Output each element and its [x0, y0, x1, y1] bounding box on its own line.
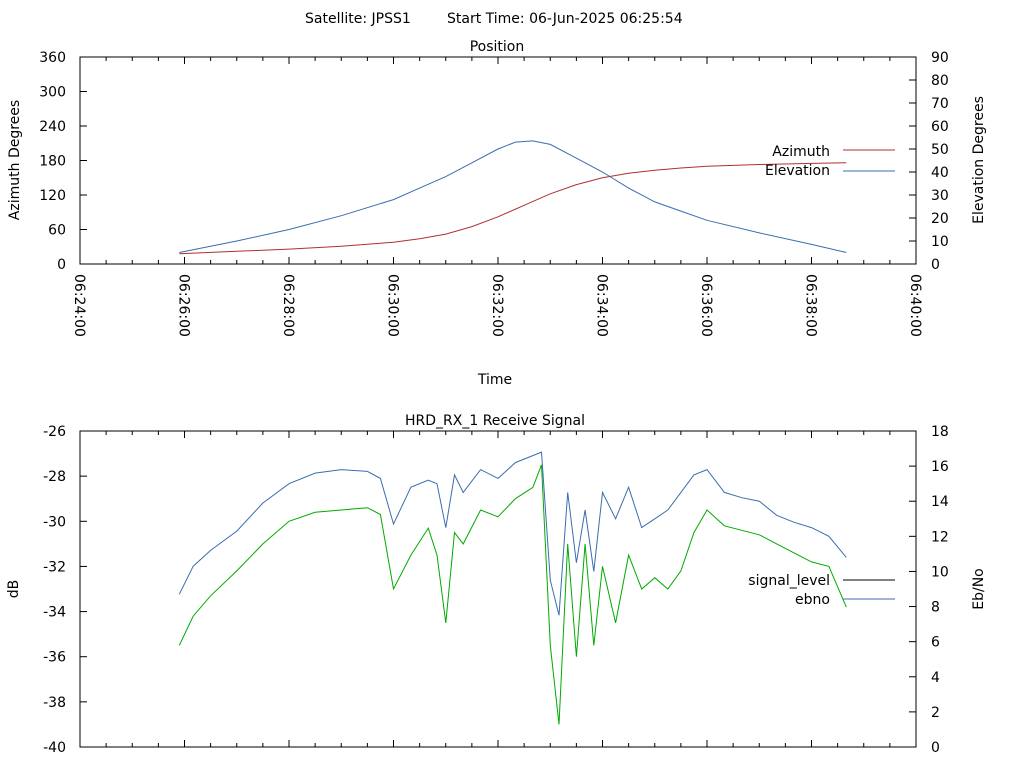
ebno-line — [178, 451, 847, 616]
position-x-tick-label: 06:30:00 — [385, 274, 401, 337]
position-y2-tick-label: 90 — [931, 50, 949, 66]
position-y-tick-label: 360 — [39, 50, 66, 66]
position-x-tick-label: 06:40:00 — [907, 274, 923, 337]
elevation-line — [179, 140, 847, 253]
position-x-tick-label: 06:26:00 — [176, 274, 192, 337]
position-y2-axis-label: Elevation Degrees — [971, 96, 987, 224]
position-x-tick-labels: 06:24:00 06:26:00 06:28:00 06:30:00 06:32:00… — [71, 274, 923, 337]
position-y2-tick-label: 50 — [931, 142, 949, 158]
position-y-tick-label: 0 — [57, 257, 66, 273]
legend-azimuth-label: Azimuth — [772, 144, 830, 160]
position-legend: Azimuth Elevation — [765, 144, 895, 179]
position-y2-tick-label: 70 — [931, 96, 949, 112]
position-y-tick-label: 60 — [48, 223, 66, 239]
position-x-tick-label: 06:38:00 — [803, 274, 819, 337]
position-title: Position — [470, 39, 525, 55]
position-plot-border — [79, 56, 917, 265]
signal-y2-tick-label: 10 — [931, 564, 949, 580]
signal-y2-tick-label: 6 — [931, 635, 940, 651]
signal-y-tick-label: -28 — [43, 469, 66, 485]
position-y2-tick-label: 40 — [931, 165, 949, 181]
signal-y2-tick-label: 12 — [931, 529, 949, 545]
position-y-tick-label: 300 — [39, 85, 66, 101]
signal-level-line — [178, 464, 847, 725]
signal-y-tick-label: -36 — [43, 650, 66, 666]
position-y-tick-label: 240 — [39, 119, 66, 135]
signal-y-tick-label: -34 — [43, 605, 66, 621]
azimuth-line — [179, 162, 847, 255]
signal-title: HRD_RX_1 Receive Signal — [405, 413, 585, 429]
start-time-label: Start Time: 06-Jun-2025 06:25:54 — [447, 11, 683, 27]
signal-y2-tick-label: 14 — [931, 494, 949, 510]
signal-y2-tick-label: 4 — [931, 670, 940, 686]
signal-y2-axis-label: Eb/No — [971, 568, 987, 610]
position-y-tick-labels: 0 60 120 180 240 300 360 — [39, 50, 66, 273]
legend-ebno-label: ebno — [795, 592, 830, 608]
legend-elevation-label: Elevation — [765, 163, 830, 179]
signal-y-tick-label: -38 — [43, 695, 66, 711]
signal-y-tick-labels: -40 -38 -36 -34 -32 -30 -28 -26 — [43, 424, 66, 756]
position-y2-tick-label: 80 — [931, 73, 949, 89]
position-x-tick-label: 06:36:00 — [698, 274, 714, 337]
position-x-tick-label: 06:32:00 — [489, 274, 505, 337]
signal-series — [178, 451, 847, 725]
signal-y2-tick-label: 18 — [931, 424, 949, 440]
position-y2-tick-label: 10 — [931, 234, 949, 250]
signal-y2-tick-label: 16 — [931, 459, 949, 475]
signal-chart: HRD_RX_1 Receive Signal -40-38-36-34-32-… — [6, 413, 987, 756]
position-series — [179, 140, 847, 255]
signal-y-tick-label: -32 — [43, 559, 66, 575]
signal-ticks — [79, 430, 917, 748]
signal-legend: signal_level ebno — [748, 573, 895, 608]
position-y-axis-label: Azimuth Degrees — [7, 100, 23, 220]
signal-y-tick-label: -30 — [43, 514, 66, 530]
position-chart: Position 0 60 120 180 240 300 360 0 10 20 30 40 50 6… — [7, 39, 987, 388]
position-y2-tick-label: 0 — [931, 257, 940, 273]
signal-y-tick-label: -40 — [43, 740, 66, 756]
position-x-tick-label: 06:34:00 — [594, 274, 610, 337]
position-y-tick-label: 120 — [39, 188, 66, 204]
position-y2-tick-labels: 0 10 20 30 40 50 60 70 80 90 — [931, 50, 949, 273]
position-y2-tick-label: 30 — [931, 188, 949, 204]
signal-y-axis-label: dB — [6, 580, 22, 599]
satellite-label: Satellite: JPSS1 — [305, 11, 411, 27]
position-x-axis-label: Time — [477, 372, 512, 388]
position-y2-tick-label: 20 — [931, 211, 949, 227]
position-y-tick-label: 180 — [39, 154, 66, 170]
position-x-tick-label: 06:28:00 — [280, 274, 296, 337]
position-y2-tick-label: 60 — [931, 119, 949, 135]
signal-y2-tick-label: 0 — [931, 740, 940, 756]
legend-signal-level-label: signal_level — [748, 573, 830, 589]
signal-y2-tick-label: 8 — [931, 600, 940, 616]
signal-y2-tick-labels: 0 2 4 6 8 10 12 14 16 18 — [931, 424, 949, 756]
position-x-tick-label: 06:24:00 — [71, 274, 87, 337]
signal-y-tick-label: -26 — [43, 424, 66, 440]
position-ticks — [79, 56, 917, 265]
signal-y2-tick-label: 2 — [931, 705, 940, 721]
